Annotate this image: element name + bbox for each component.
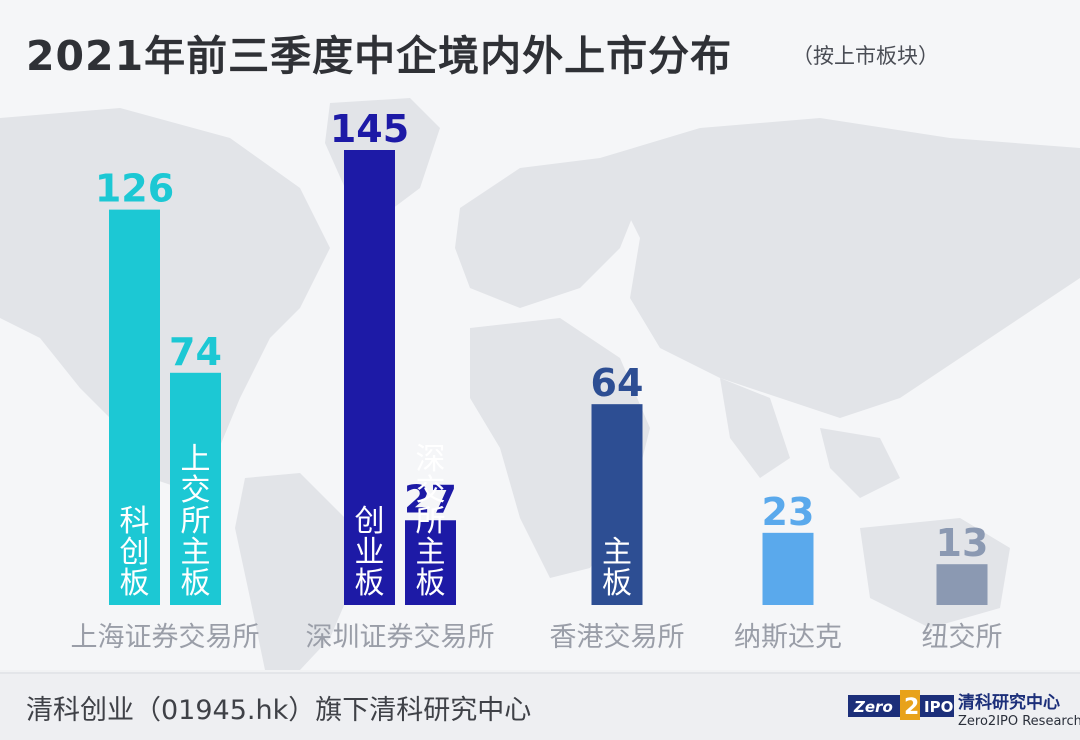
category-label-1: 深圳证券交易所 bbox=[306, 622, 495, 653]
bar-label-g2-b0: 主板 bbox=[602, 535, 632, 601]
bar-g4-b0 bbox=[936, 564, 988, 605]
chart-title: 2021年前三季度中企境内外上市分布 bbox=[26, 32, 733, 80]
svg-text:Zero: Zero bbox=[853, 698, 893, 716]
bar-label-g1-b0: 创业板 bbox=[355, 504, 385, 601]
bar-label-g0-b0: 科创板 bbox=[120, 504, 150, 601]
value-label-g4-b0: 13 bbox=[936, 521, 989, 565]
category-label-4: 纽交所 bbox=[922, 622, 1003, 653]
brand-name-en: Zero2IPO Research bbox=[958, 714, 1080, 729]
svg-text:2: 2 bbox=[904, 695, 919, 720]
title-bar: 2021年前三季度中企境内外上市分布 （按上市板块） bbox=[0, 0, 1080, 98]
bar-label-g1-b1: 深交所主板 bbox=[416, 442, 446, 601]
source-note: 清科创业（01945.hk）旗下清科研究中心 bbox=[26, 695, 532, 726]
bar-g1-b0 bbox=[344, 150, 395, 605]
category-label-0: 上海证券交易所 bbox=[71, 622, 260, 653]
bar-g1-b1 bbox=[405, 520, 456, 605]
value-label-g1-b0: 145 bbox=[330, 107, 409, 151]
bar-g2-b0 bbox=[591, 404, 643, 605]
bar-g0-b0 bbox=[109, 209, 160, 605]
bar-g0-b1 bbox=[170, 372, 221, 605]
bar-g3-b0 bbox=[762, 532, 814, 605]
category-label-3: 纳斯达克 bbox=[734, 622, 842, 653]
bar-label-g0-b1: 上交所主板 bbox=[181, 442, 211, 601]
brand-block: 清科研究中心 Zero2IPO Research bbox=[958, 688, 1080, 729]
value-label-g0-b0: 126 bbox=[95, 167, 174, 211]
footer-divider bbox=[0, 672, 1080, 674]
category-label-2: 香港交易所 bbox=[550, 622, 685, 653]
value-label-g0-b1: 74 bbox=[169, 330, 222, 374]
value-label-g1-b1: 27 bbox=[404, 477, 457, 521]
brand-name-cn: 清科研究中心 bbox=[958, 693, 1060, 713]
zero2ipo-logo-icon: Zero 2 IPO bbox=[848, 690, 954, 720]
chart-subtitle: （按上市板块） bbox=[792, 44, 939, 68]
value-label-g2-b0: 64 bbox=[591, 361, 644, 405]
value-label-g3-b0: 23 bbox=[762, 490, 815, 534]
svg-text:IPO: IPO bbox=[924, 698, 953, 716]
